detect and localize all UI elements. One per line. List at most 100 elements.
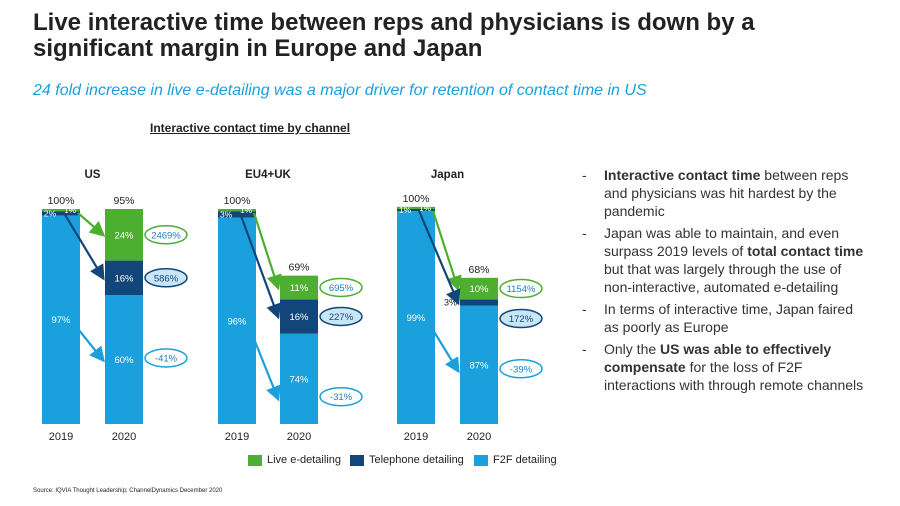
legend-swatch-telephone	[350, 454, 364, 466]
x-tick-label: 2020	[287, 431, 311, 443]
bar-segment-f2f	[218, 217, 256, 424]
trend-arrow-live	[431, 210, 462, 292]
bar-segment-telephone	[42, 211, 80, 216]
bar-total-label: 68%	[468, 264, 489, 276]
data-label-telephone: 16%	[289, 312, 309, 323]
data-label-telephone: 16%	[114, 273, 134, 284]
data-label-telephone: 1%	[399, 205, 412, 215]
bullet-emphasis: total contact time	[747, 243, 864, 259]
bullet-text: Only the	[604, 341, 661, 357]
data-label-f2f: 96%	[227, 316, 247, 327]
bar-segment-f2f	[460, 305, 498, 424]
x-tick-label: 2019	[49, 431, 73, 443]
data-label-live: 24%	[114, 230, 134, 241]
bar-segment-live	[105, 209, 143, 261]
data-label-f2f: 60%	[114, 355, 134, 366]
change-badge-telephone	[319, 306, 363, 327]
bar-total-label: 95%	[113, 195, 134, 207]
trend-arrow-f2f	[424, 316, 460, 374]
legend-swatch-f2f	[474, 454, 488, 466]
bullet-emphasis: Interactive contact time	[604, 167, 761, 183]
change-label-live: 1154%	[507, 284, 536, 295]
change-label-f2f: -31%	[330, 392, 353, 403]
bar-segment-telephone	[218, 211, 256, 218]
bar-segment-f2f	[280, 333, 318, 424]
bar-total-label: 100%	[224, 195, 251, 207]
panel-title: US	[85, 169, 101, 181]
change-badge-f2f	[144, 348, 188, 368]
data-label-live: 11%	[290, 283, 309, 294]
change-label-telephone: 172%	[509, 314, 534, 325]
x-tick-label: 2019	[225, 431, 249, 443]
data-label-live: 1%	[419, 203, 432, 213]
bullet-marker: -	[582, 167, 587, 183]
trend-arrow-telephone	[63, 212, 105, 281]
bullet-marker: -	[582, 225, 587, 241]
bar-segment-telephone	[105, 260, 143, 295]
legend-item-live: Live e-detailing	[248, 454, 341, 466]
bar-segment-f2f	[105, 295, 143, 424]
legend-item-telephone: Telephone detailing	[350, 454, 464, 466]
page-title: Live interactive time between reps and p…	[33, 9, 755, 62]
legend-label-live: Live e-detailing	[267, 454, 341, 466]
bullet-text: Japan was able to maintain, and even sur…	[604, 225, 840, 259]
panel-title: Japan	[431, 169, 464, 181]
bar-segment-f2f	[397, 211, 435, 424]
bullet-text: between reps and physicians was hit hard…	[604, 167, 849, 219]
bullet-item: - Japan was able to maintain, and even su…	[582, 224, 867, 296]
change-badge-f2f	[499, 359, 543, 379]
chart-heading: Interactive contact time by channel	[150, 121, 351, 135]
data-label-f2f: 74%	[289, 374, 309, 385]
bar-segment-telephone	[397, 209, 435, 212]
bullet-marker: -	[582, 301, 587, 317]
bullet-item: - In terms of interactive time, Japan fai…	[582, 300, 867, 336]
trend-arrow-live	[77, 212, 106, 237]
change-label-live: 2469%	[151, 230, 181, 241]
bullet-text: for the loss of F2F interactions with th…	[604, 359, 864, 393]
legend-swatch-live	[248, 454, 262, 466]
bar-charts: US 100% 2019 97% 2% 1% 95% 2020 60% 16% 24% 2469% 58…	[42, 169, 543, 443]
bullet-emphasis: US was able to effectively compensate	[604, 341, 832, 375]
source-note: Source: IQVIA Thought Leadership; Channe…	[33, 488, 223, 494]
data-label-live: 10%	[469, 284, 489, 295]
bar-segment-live	[460, 277, 498, 300]
trend-arrow-live	[252, 212, 282, 291]
legend-item-f2f: F2F detailing	[474, 454, 557, 466]
change-label-telephone: 586%	[154, 273, 179, 284]
change-label-live: 695%	[329, 283, 354, 294]
data-label-f2f: 99%	[406, 313, 426, 324]
panel-title: EU4+UK	[245, 169, 291, 181]
bar-segment-live	[218, 209, 256, 212]
legend-label-f2f: F2F detailing	[493, 454, 557, 466]
change-badge-live	[144, 225, 188, 245]
change-badge-f2f	[319, 386, 363, 407]
change-badge-telephone	[144, 268, 188, 288]
data-label-telephone: 2%	[44, 208, 57, 218]
trend-arrow-f2f	[244, 318, 281, 402]
data-label-live: 1%	[64, 205, 77, 215]
bullet-item: - Only the US was able to effectively com…	[582, 340, 867, 394]
change-badge-live	[319, 277, 363, 298]
x-tick-label: 2019	[404, 431, 428, 443]
data-label-f2f: 87%	[469, 360, 489, 371]
bar-segment-live	[42, 209, 80, 212]
bar-segment-telephone	[460, 299, 498, 306]
change-label-f2f: -39%	[510, 364, 533, 375]
change-label-telephone: 227%	[329, 312, 354, 323]
change-label-f2f: -41%	[155, 354, 178, 365]
legend-label-telephone: Telephone detailing	[369, 454, 464, 466]
bar-segment-f2f	[42, 215, 80, 424]
bar-segment-live	[280, 275, 318, 300]
data-label-f2f: 97%	[51, 315, 71, 326]
bar-total-label: 100%	[403, 193, 430, 205]
data-label-telephone: 3%	[220, 209, 233, 219]
bullet-item: - Interactive contact time between reps a…	[582, 166, 867, 220]
bar-segment-live	[397, 206, 435, 209]
bullet-text: but that was largely through the use of …	[604, 261, 842, 295]
data-label-live: 1%	[240, 205, 253, 215]
x-tick-label: 2020	[467, 431, 491, 443]
trend-arrow-telephone	[417, 210, 461, 306]
data-label-telephone: 3%	[444, 298, 457, 308]
change-badge-telephone	[499, 308, 543, 329]
trend-arrow-f2f	[69, 318, 105, 363]
